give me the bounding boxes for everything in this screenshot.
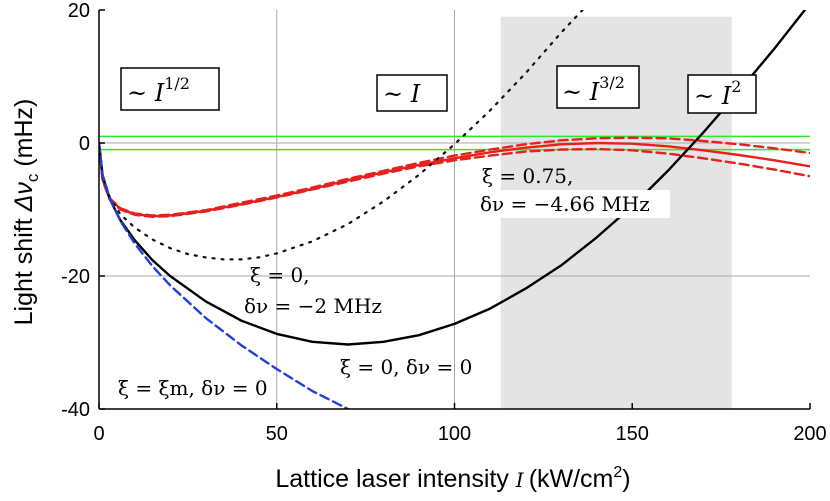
svg-text:~ I3/2: ~ I3/2: [562, 73, 625, 106]
scaling-box-linear: ~ I: [376, 74, 448, 112]
scaling-box-sqrt: ~ I1/2: [120, 67, 220, 111]
y-tick-label: 0: [79, 133, 90, 155]
annotation-dotted-line1: ξ = 0,: [250, 263, 310, 287]
series-line: [99, 141, 810, 219]
annotation-dotted-line2: δν = −2 MHz: [244, 294, 382, 318]
scaling-box-quadratic: ~ I2: [687, 74, 757, 114]
x-tick-label: 50: [266, 423, 288, 445]
series-line: [99, 10, 807, 346]
x-tick-label: 200: [793, 423, 826, 445]
x-tick-label: 0: [93, 423, 104, 445]
y-tick-label: -40: [61, 399, 90, 421]
scaling-box-three-halves: ~ I3/2: [556, 65, 640, 109]
y-axis-label: Light shift Δνc (mHz): [10, 99, 42, 326]
y-tick-label: -20: [61, 266, 90, 288]
annotation-red-line2: δν = −4.66 MHz: [480, 192, 650, 216]
annotation-black: ξ = 0, δν = 0: [340, 355, 472, 379]
x-tick-label: 100: [438, 423, 471, 445]
svg-text:~ I1/2: ~ I1/2: [127, 74, 190, 107]
grid-lines: [99, 10, 810, 409]
annotation-red-line1: ξ = 0.75,: [482, 164, 573, 188]
series-layer: [99, 10, 810, 409]
series-line: [99, 141, 350, 409]
annotation-blue: ξ = ξm, δν = 0: [118, 376, 268, 400]
svg-text:~ I2: ~ I2: [694, 77, 741, 110]
series-line: [99, 136, 810, 217]
svg-text:~ I: ~ I: [383, 80, 421, 108]
axes: [98, 9, 811, 410]
x-tick-label: 150: [616, 423, 649, 445]
x-axis-label: Lattice laser intensity I (kW/cm2): [275, 464, 630, 493]
y-tick-label: 20: [68, 0, 90, 22]
series-line: [99, 10, 584, 261]
